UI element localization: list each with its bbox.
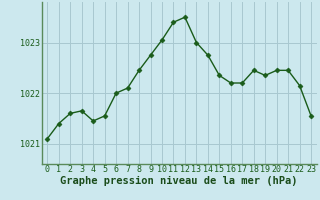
X-axis label: Graphe pression niveau de la mer (hPa): Graphe pression niveau de la mer (hPa) — [60, 176, 298, 186]
